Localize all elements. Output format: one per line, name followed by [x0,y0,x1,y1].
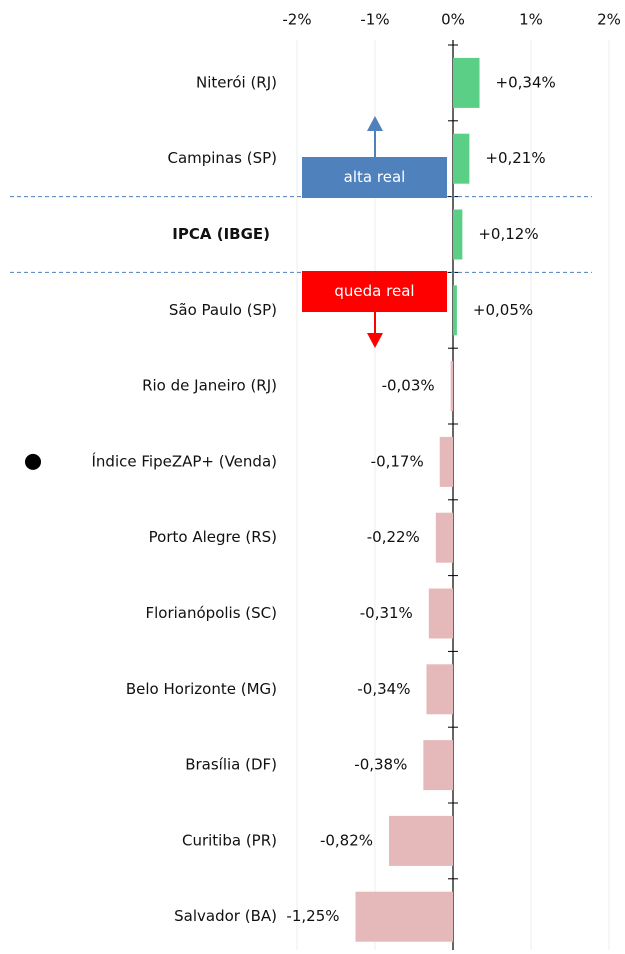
x-tick-label: 0% [441,11,465,29]
value-label: -0,22% [367,528,420,546]
category-label: São Paulo (SP) [169,301,277,319]
value-label: -0,38% [354,756,407,774]
annotation-text: queda real [334,282,414,300]
category-label: Niterói (RJ) [196,73,277,91]
value-label: -0,31% [360,604,413,622]
category-label: Rio de Janeiro (RJ) [142,377,277,395]
bar [453,133,470,184]
bar [426,664,453,715]
value-label: -0,17% [371,452,424,470]
bar [450,361,453,412]
x-tick-label: 1% [519,11,543,29]
bar [355,891,453,942]
category-label: Campinas (SP) [167,149,277,167]
x-tick-label: -2% [282,11,311,29]
bar [435,512,453,563]
value-label: -0,82% [320,831,373,849]
bar [439,436,453,487]
bar [423,740,453,791]
annotation-arrowhead [367,116,383,131]
bar [453,285,457,336]
value-label: +0,05% [473,301,533,319]
category-label: Salvador (BA) [174,907,277,925]
value-label: +0,34% [496,73,556,91]
value-label: -0,03% [382,377,435,395]
x-tick-label: 2% [597,11,621,29]
annotation-arrowhead [367,333,383,348]
category-label: Curitiba (PR) [182,831,277,849]
category-label: Florianópolis (SC) [146,604,278,622]
marker-dot [25,453,41,470]
value-label: +0,12% [478,225,538,243]
bar [428,588,453,639]
annotation-box [302,157,447,198]
annotation-box [302,271,447,312]
category-label: Belo Horizonte (MG) [126,680,277,698]
annotation-text: alta real [344,168,406,186]
x-tick-label: -1% [360,11,389,29]
bar [453,209,463,260]
value-label: -0,34% [357,680,410,698]
value-label: +0,21% [485,149,545,167]
category-label: IPCA (IBGE) [172,225,270,243]
bar [389,815,453,866]
category-label: Índice FipeZAP+ (Venda) [92,451,278,470]
category-label: Brasília (DF) [185,756,277,774]
value-label: -1,25% [286,907,339,925]
bar [453,57,480,108]
category-label: Porto Alegre (RS) [149,528,277,546]
